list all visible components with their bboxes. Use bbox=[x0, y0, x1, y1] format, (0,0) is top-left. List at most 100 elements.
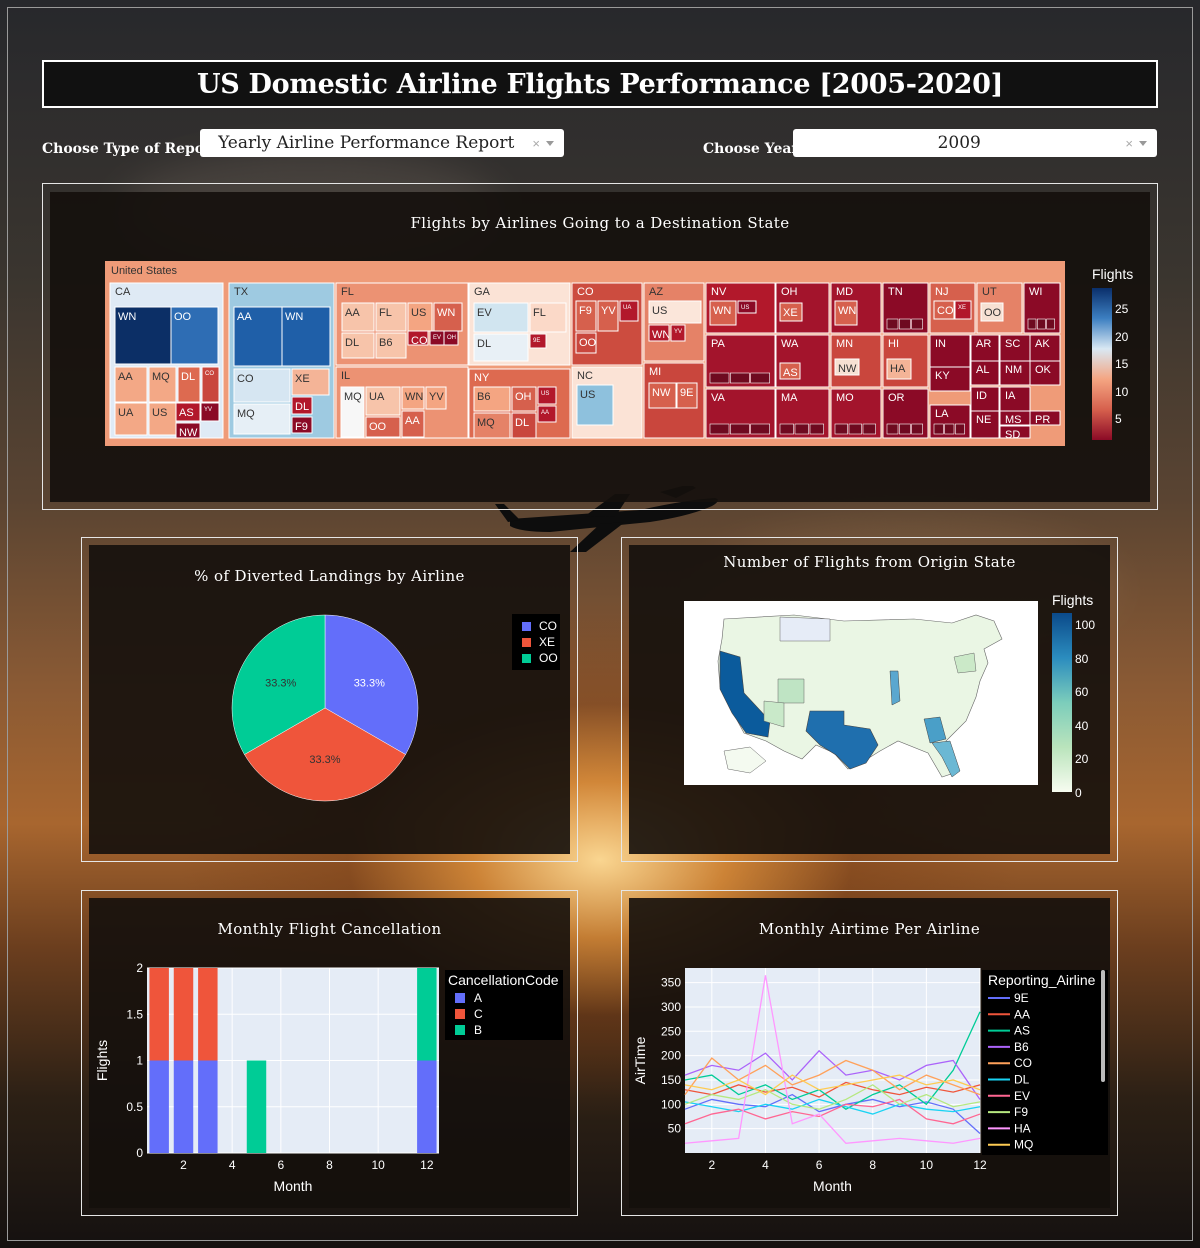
treemap-airline-box[interactable] bbox=[425, 386, 447, 410]
pie-legend-item[interactable]: CO bbox=[522, 618, 560, 634]
treemap-airline-box[interactable] bbox=[433, 302, 463, 332]
bar-c-month-1[interactable] bbox=[149, 968, 169, 1061]
treemap-airline-box[interactable] bbox=[114, 402, 148, 436]
treemap-airline-box[interactable] bbox=[730, 423, 750, 435]
treemap-state-ms[interactable]: MS bbox=[999, 410, 1031, 426]
treemap-state-oh[interactable]: OH XE bbox=[775, 282, 830, 334]
treemap-airline-box[interactable] bbox=[779, 362, 801, 380]
bar-c-month-2[interactable] bbox=[173, 968, 194, 1061]
line-legend-label[interactable]: AS bbox=[1014, 1024, 1030, 1038]
treemap-state-ma[interactable]: MA bbox=[775, 388, 830, 439]
treemap-state-fl[interactable]: FL AA FL US WN DL B6 CO EV OH bbox=[335, 282, 469, 366]
line-series-f9[interactable] bbox=[684, 1084, 981, 1110]
treemap-airline-box[interactable] bbox=[341, 332, 375, 359]
airtime-line-chart[interactable]: 50 100 150 200 250 300 350 2 4 6 8 10 12 Month AirTime… bbox=[629, 960, 1110, 1200]
treemap-airline-box[interactable] bbox=[886, 318, 899, 330]
treemap-state-va[interactable]: VA bbox=[705, 388, 776, 439]
treemap-airline-box[interactable] bbox=[233, 403, 291, 435]
treemap-airline-box[interactable] bbox=[401, 386, 425, 410]
treemap-airline-box[interactable] bbox=[933, 423, 944, 435]
pie-slice-oo[interactable] bbox=[231, 614, 326, 755]
treemap-airline-box[interactable] bbox=[473, 302, 529, 333]
bar-a-month-2[interactable] bbox=[173, 1060, 194, 1154]
treemap-airline-box[interactable] bbox=[899, 318, 911, 330]
line-series-as[interactable] bbox=[684, 1011, 981, 1110]
treemap-airline-box[interactable] bbox=[281, 306, 331, 367]
treemap-airline-box[interactable] bbox=[401, 410, 425, 438]
treemap-airline-box[interactable] bbox=[340, 386, 365, 438]
treemap-airline-box[interactable] bbox=[955, 423, 965, 435]
treemap-state-al[interactable]: AL bbox=[970, 360, 1000, 386]
treemap-airline-box[interactable] bbox=[750, 372, 770, 384]
treemap-airline-box[interactable] bbox=[443, 330, 459, 346]
treemap-airline-box[interactable] bbox=[1027, 318, 1037, 330]
line-legend-label[interactable]: MQ bbox=[1014, 1138, 1033, 1152]
treemap-airline-box[interactable] bbox=[114, 366, 148, 403]
treemap-airline-box[interactable] bbox=[291, 416, 313, 434]
treemap-airline-box[interactable] bbox=[899, 423, 911, 435]
treemap-airline-box[interactable] bbox=[575, 300, 597, 332]
treemap-state-nv[interactable]: NV WN US bbox=[705, 282, 776, 334]
line-legend-label[interactable]: B6 bbox=[1014, 1040, 1029, 1054]
treemap-state-box[interactable] bbox=[999, 360, 1031, 386]
treemap-airline-box[interactable] bbox=[597, 300, 619, 332]
treemap-airline-box[interactable] bbox=[709, 300, 737, 326]
line-legend-label[interactable]: DL bbox=[1014, 1073, 1030, 1087]
treemap-state-pa[interactable]: PA bbox=[705, 334, 776, 388]
bar-legend-label[interactable]: A bbox=[474, 991, 482, 1005]
treemap-state-co[interactable]: CO F9 YV UA OO bbox=[571, 282, 643, 366]
treemap-state-ga[interactable]: GA EV FL DL 9E bbox=[468, 282, 571, 366]
treemap-airline-box[interactable] bbox=[291, 396, 313, 415]
treemap-airline-box[interactable] bbox=[933, 300, 955, 320]
treemap-state-ok[interactable]: OK bbox=[1029, 360, 1061, 386]
treemap-airline-box[interactable] bbox=[980, 302, 1004, 322]
cancellation-bar-chart[interactable]: 0 0.5 1 1.5 2 2 4 6 8 10 12 Month Flights Cancellatio… bbox=[89, 960, 570, 1200]
line-legend-label[interactable]: CO bbox=[1014, 1056, 1032, 1070]
bar-legend-swatch[interactable] bbox=[455, 1009, 465, 1019]
line-series-aa[interactable] bbox=[684, 1081, 981, 1098]
treemap-airline-box[interactable] bbox=[177, 366, 201, 403]
treemap-state-box[interactable] bbox=[929, 366, 971, 392]
treemap-state-box[interactable] bbox=[999, 425, 1031, 439]
treemap-airline-box[interactable] bbox=[200, 402, 220, 422]
line-legend-label[interactable]: F9 bbox=[1014, 1105, 1028, 1119]
treemap-airline-box[interactable] bbox=[473, 333, 529, 362]
year-dropdown[interactable]: 2009 × bbox=[793, 129, 1157, 157]
treemap-airline-box[interactable] bbox=[233, 368, 291, 403]
bar-b-month-5[interactable] bbox=[246, 1060, 267, 1154]
pie-legend-item[interactable]: XE bbox=[522, 634, 560, 650]
treemap-state-mo[interactable]: MO bbox=[830, 388, 882, 439]
treemap-chart[interactable]: United States CA WN OO AA MQ DL CO UA US AS YV NW TX A… bbox=[105, 261, 1065, 446]
treemap-state-box[interactable] bbox=[970, 410, 1000, 439]
treemap-airline-box[interactable] bbox=[537, 386, 557, 405]
line-series-ha[interactable] bbox=[684, 975, 981, 1144]
treemap-state-mi[interactable]: MI NW 9E bbox=[643, 362, 705, 439]
treemap-airline-box[interactable] bbox=[709, 423, 730, 435]
treemap-airline-box[interactable] bbox=[862, 423, 876, 435]
treemap-airline-box[interactable] bbox=[175, 402, 201, 422]
treemap-airline-box[interactable] bbox=[114, 306, 173, 365]
line-series-mq[interactable] bbox=[684, 1074, 981, 1096]
treemap-state-nj[interactable]: NJ CO XE bbox=[929, 282, 976, 334]
treemap-state-box[interactable] bbox=[970, 360, 1000, 386]
treemap-airline-box[interactable] bbox=[709, 372, 730, 384]
treemap-state-ky[interactable]: KY bbox=[929, 366, 971, 392]
treemap-airline-box[interactable] bbox=[954, 300, 972, 320]
line-legend-label[interactable]: 9E bbox=[1014, 991, 1029, 1005]
treemap-airline-box[interactable] bbox=[148, 366, 177, 403]
treemap-airline-box[interactable] bbox=[676, 382, 698, 409]
pie-legend-item[interactable]: OO bbox=[522, 650, 560, 666]
treemap-airline-box[interactable] bbox=[779, 423, 794, 435]
bar-legend-label[interactable]: B bbox=[474, 1023, 482, 1037]
treemap-state-ca[interactable]: CA WN OO AA MQ DL CO UA US AS YV NW bbox=[109, 282, 224, 439]
treemap-airline-box[interactable] bbox=[1037, 318, 1046, 330]
treemap-airline-box[interactable] bbox=[473, 412, 511, 439]
line-series-ev[interactable] bbox=[684, 1098, 981, 1125]
treemap-state-il[interactable]: IL MQ UA WN YV OO AA bbox=[335, 366, 469, 439]
treemap-airline-box[interactable] bbox=[375, 302, 407, 332]
treemap-state-pr[interactable]: PR bbox=[1029, 410, 1061, 426]
treemap-airline-box[interactable] bbox=[670, 324, 686, 342]
treemap-airline-box[interactable] bbox=[750, 423, 770, 435]
pie-slice-co[interactable] bbox=[324, 614, 419, 755]
treemap-airline-box[interactable] bbox=[473, 386, 511, 412]
